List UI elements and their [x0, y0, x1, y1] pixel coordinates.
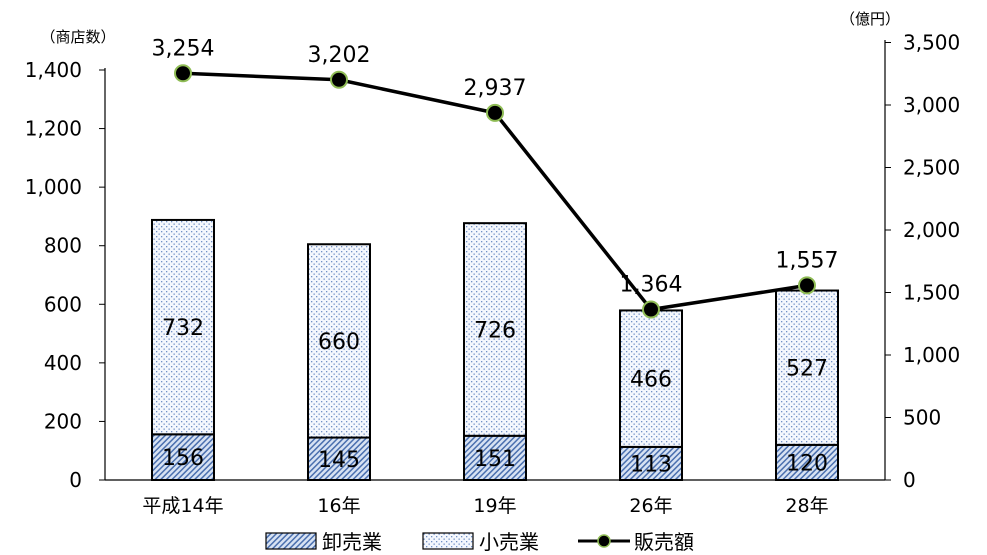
- right-axis-tick-label: 2,500: [903, 156, 960, 180]
- left-axis-tick-label: 600: [44, 292, 82, 316]
- data-label-wholesale: 156: [162, 446, 204, 471]
- bar-retail: [307, 243, 371, 439]
- legend-swatch-retail: [422, 532, 474, 550]
- legend-label-wholesale: 卸売業: [322, 530, 382, 554]
- data-label-retail: 732: [162, 316, 204, 341]
- data-label-wholesale: 113: [630, 452, 672, 477]
- data-label-wholesale: 145: [318, 448, 360, 473]
- left-axis-tick-label: 400: [44, 351, 82, 375]
- right-axis-tick-label: 0: [903, 468, 916, 492]
- right-axis-tick-label: 3,500: [903, 31, 960, 55]
- left-axis-tick-label: 200: [44, 409, 82, 433]
- sales-point: [330, 70, 348, 89]
- category-label: 16年: [317, 495, 360, 517]
- data-label-retail: 660: [318, 330, 360, 355]
- bar-wholesale: [307, 436, 371, 482]
- left-axis-tick-label: 800: [44, 234, 82, 258]
- bar-wholesale: [463, 434, 527, 481]
- left-axis-tick-label: 1,200: [25, 117, 82, 141]
- legend-label-sales: 販売額: [634, 530, 694, 554]
- legend-swatch-sales-marker: [597, 534, 611, 548]
- sales-point: [798, 276, 816, 295]
- right-axis-tick-label: 3,000: [903, 93, 960, 117]
- bar-retail: [775, 289, 839, 446]
- sales-point: [174, 64, 192, 83]
- right-axis-tick-label: 2,000: [903, 218, 960, 242]
- bar-retail: [151, 218, 215, 436]
- data-label-sales: 1,364: [620, 273, 683, 298]
- data-label-sales: 1,557: [776, 248, 839, 273]
- data-label-retail: 466: [630, 368, 672, 393]
- left-axis-tick-label: 1,400: [25, 58, 82, 82]
- data-label-wholesale: 120: [786, 451, 828, 476]
- category-label: 28年: [785, 495, 828, 517]
- data-label-retail: 527: [786, 357, 828, 382]
- left-axis-unit: （商店数）: [40, 28, 115, 46]
- data-label-sales: 3,254: [152, 36, 215, 61]
- bar-retail: [619, 309, 683, 448]
- bar-wholesale: [619, 445, 683, 482]
- right-axis-tick-label: 1,500: [903, 281, 960, 305]
- left-axis-tick-label: 0: [69, 468, 82, 492]
- right-axis-tick-label: 1,000: [903, 343, 960, 367]
- category-label: 平成14年: [142, 495, 223, 517]
- sales-point: [486, 103, 504, 122]
- data-label-sales: 2,937: [464, 76, 527, 101]
- right-axis-unit: （億円）: [840, 10, 900, 28]
- category-label: 26年: [629, 495, 672, 517]
- right-axis-tick-label: 500: [903, 406, 941, 430]
- legend-label-retail: 小売業: [479, 530, 539, 554]
- category-label: 19年: [473, 495, 516, 517]
- bar-retail: [463, 222, 527, 437]
- data-label-sales: 3,202: [308, 43, 371, 68]
- data-label-wholesale: 151: [474, 447, 516, 472]
- data-label-retail: 726: [474, 318, 516, 343]
- legend-swatch-wholesale: [265, 532, 317, 550]
- legend: 卸売業 小売業 販売額: [265, 530, 694, 554]
- sales-point: [642, 300, 660, 319]
- left-axis-tick-label: 1,000: [25, 175, 82, 199]
